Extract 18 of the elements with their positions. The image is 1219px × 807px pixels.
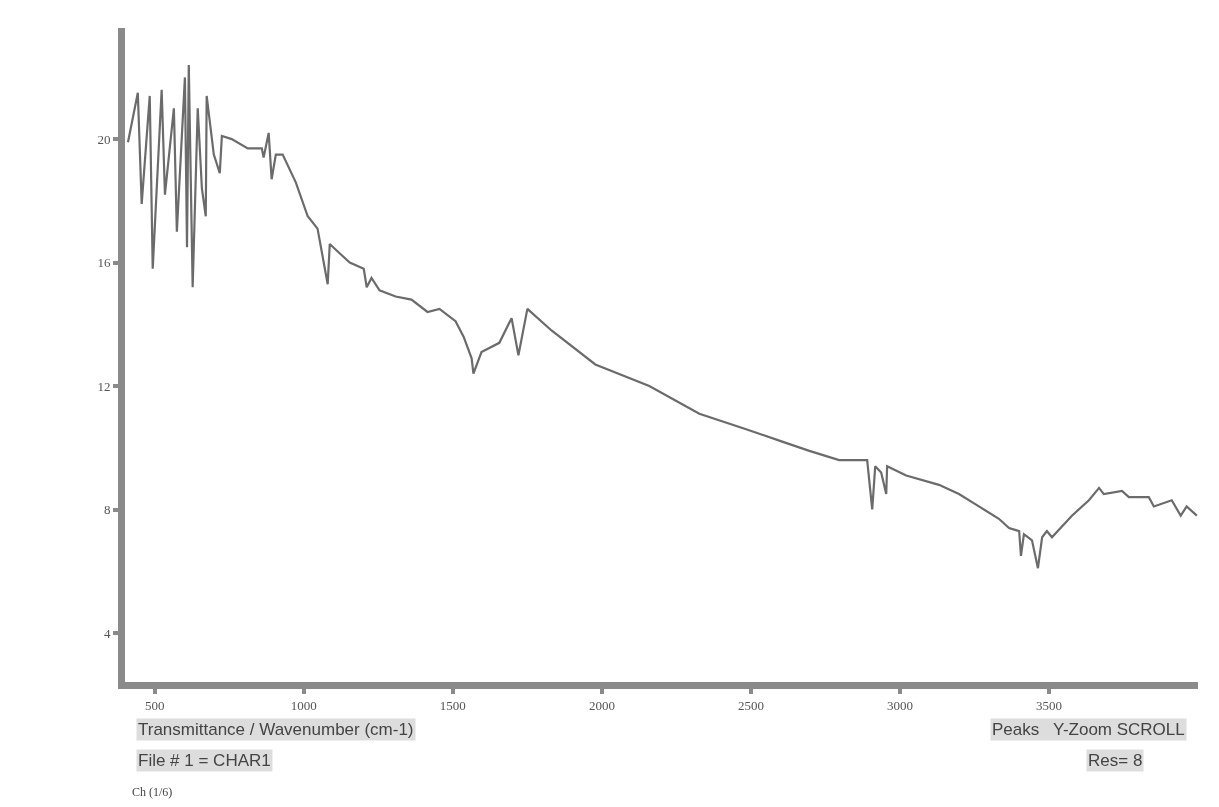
y-tick-label: 16: [97, 255, 111, 271]
y-tick-label: 4: [103, 625, 111, 641]
x-tick-label: 1000: [290, 697, 317, 713]
x-tick-label: 2000: [588, 697, 615, 713]
y-tick-label: 12: [97, 378, 111, 394]
text: Res= 8: [1088, 751, 1143, 770]
y-tick-label: 8: [103, 502, 111, 518]
x-tick-label: 500: [145, 697, 165, 713]
x-tick-label: 2500: [737, 697, 764, 713]
x-tick-label: 1500: [439, 697, 466, 713]
text: File # 1 = CHAR1: [138, 751, 271, 770]
x-tick-label: 3500: [1035, 697, 1062, 713]
line-series: [126, 63, 1198, 570]
y-tick-label: 20: [97, 131, 111, 147]
text: Transmittance / Wavenumber (cm-1): [138, 720, 414, 739]
text: Ch (1/6): [132, 785, 173, 799]
x-tick-label: 3000: [886, 697, 913, 713]
text: Peaks Y-Zoom SCROLL: [992, 720, 1185, 739]
